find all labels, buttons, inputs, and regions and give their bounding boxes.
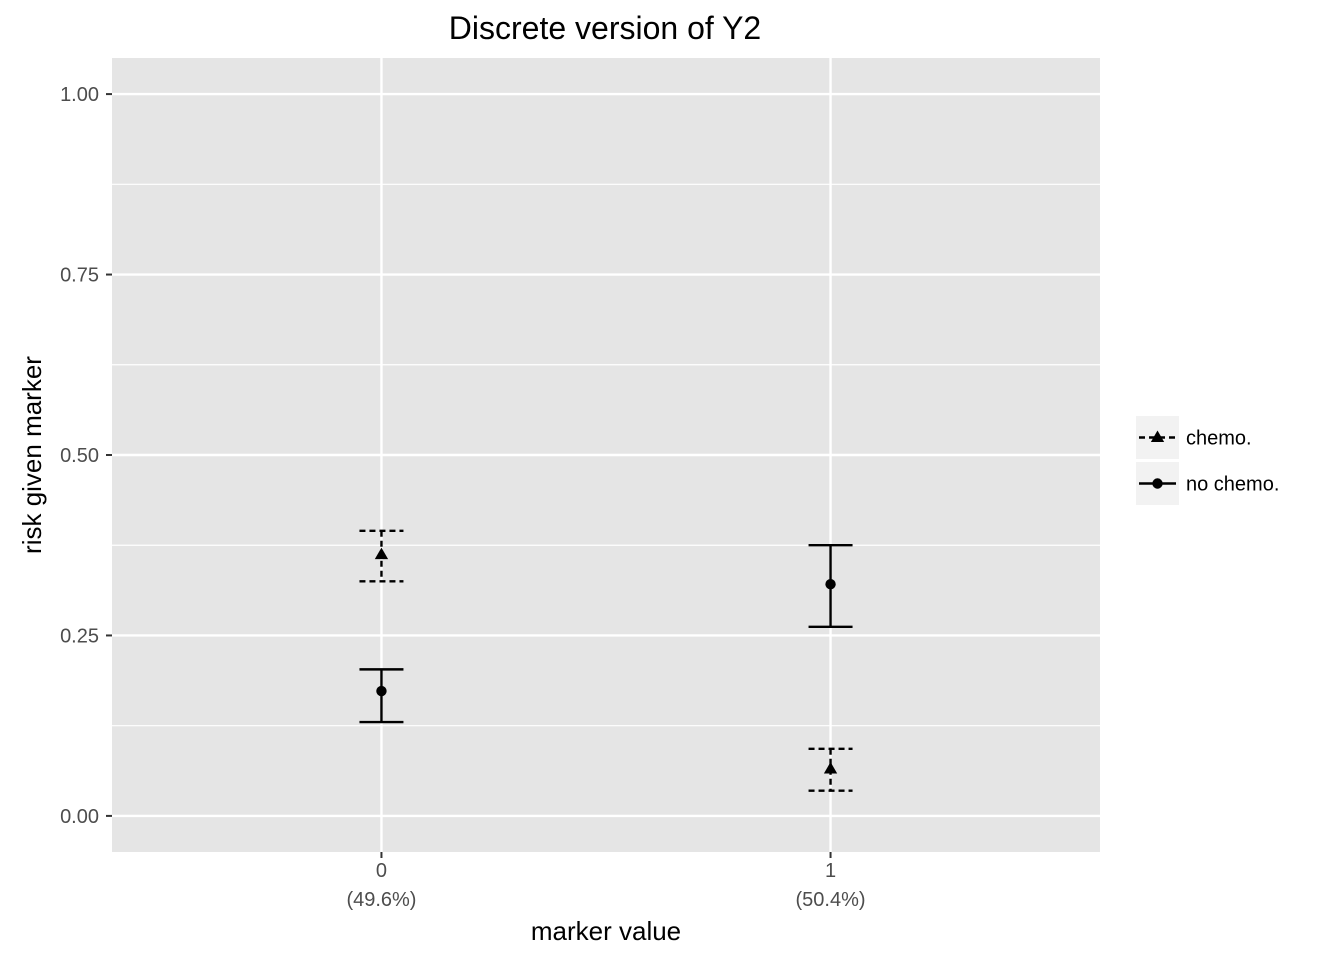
x-axis-title: marker value <box>531 916 681 946</box>
no-chemo-point <box>825 579 836 590</box>
legend-marker-no-chemo <box>1152 478 1163 489</box>
y-axis-title: risk given marker <box>17 356 47 554</box>
chart-title: Discrete version of Y2 <box>449 10 761 46</box>
legend: chemo. no chemo. <box>1136 416 1279 505</box>
legend-label-chemo: chemo. <box>1186 428 1252 450</box>
y-tick-label: 0.25 <box>60 625 99 647</box>
x-tick-sublabel: (50.4%) <box>796 889 866 911</box>
legend-marker-chemo <box>1150 430 1165 443</box>
y-tick-label: 0.75 <box>60 265 99 287</box>
y-tick-label: 1.00 <box>60 84 99 106</box>
no-chemo-point <box>376 685 387 697</box>
legend-label-no-chemo: no chemo. <box>1186 474 1279 496</box>
y-tick-label: 0.50 <box>60 445 99 467</box>
chemo-point <box>374 547 389 560</box>
x-tick-label: 0 <box>376 860 387 882</box>
y-tick-label: 0.00 <box>60 806 99 828</box>
x-tick-label: 1 <box>825 860 836 882</box>
data-marks <box>359 529 853 792</box>
chemo-point <box>823 761 838 774</box>
x-tick-sublabel: (49.6%) <box>346 889 416 911</box>
axes: 0.00 0.25 0.50 0.75 1.00 0 (49.6%) 1 (50.4%) <box>60 84 865 911</box>
